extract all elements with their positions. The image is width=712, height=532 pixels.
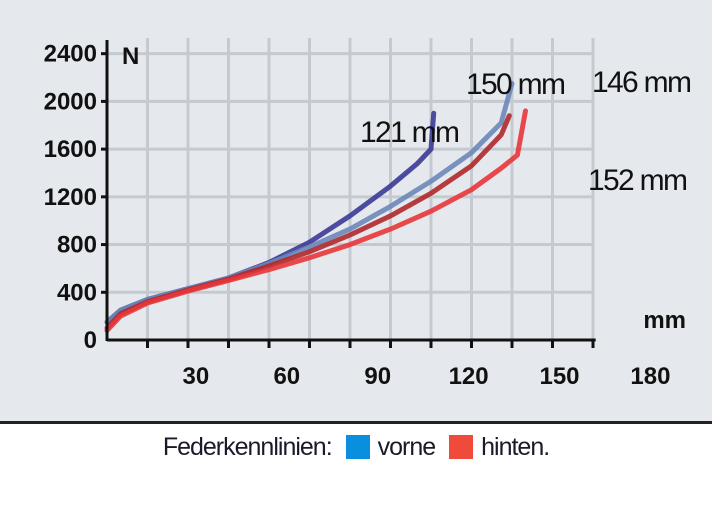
legend-label-hinten: hinten.: [481, 432, 550, 461]
annotation-146: 146 mm: [592, 66, 692, 99]
y-tick-label: 2400: [44, 41, 97, 68]
divider: [0, 421, 712, 424]
y-tick-label: 1600: [44, 136, 97, 163]
y-tick-label: 0: [84, 327, 97, 354]
legend-label-vorne: vorne: [377, 432, 437, 461]
x-tick-label: 150: [539, 363, 579, 390]
spring-rate-chart: 0 400 800 1200 1600 2000 2400 30 60 90 120 150 180 N…: [44, 38, 692, 390]
x-tick-label: 180: [630, 363, 670, 390]
y-tick-label: 2000: [44, 88, 97, 115]
x-tick-label: 30: [183, 363, 210, 390]
y-tick-label: 1200: [44, 184, 97, 211]
y-axis-label: N: [122, 43, 139, 70]
annotation-150: 150 mm: [466, 68, 566, 101]
legend: Federkennlinien: vorne hinten.: [0, 432, 712, 462]
x-tick-label: 60: [273, 363, 300, 390]
legend-swatch-hinten: [449, 435, 474, 460]
x-tick-label: 90: [364, 363, 391, 390]
series-line-3: [104, 108, 528, 333]
y-tick-label: 400: [57, 279, 97, 306]
y-tick-label: 800: [57, 232, 97, 259]
x-axis-label: mm: [643, 307, 686, 334]
annotation-121: 121 mm: [360, 116, 460, 149]
annotation-152: 152 mm: [588, 164, 688, 197]
legend-swatch-vorne: [345, 435, 370, 460]
x-tick-label: 120: [449, 363, 489, 390]
legend-title: Federkennlinien:: [162, 432, 333, 461]
